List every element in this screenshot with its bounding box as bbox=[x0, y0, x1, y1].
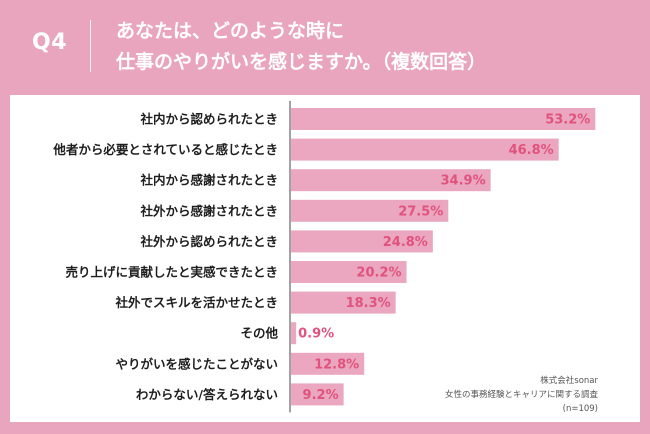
bar-5 bbox=[291, 230, 433, 253]
bar-10 bbox=[291, 383, 344, 406]
bar-9 bbox=[291, 352, 365, 375]
value-label-6: 20.2% bbox=[356, 266, 401, 281]
value-label-2: 46.8% bbox=[509, 143, 554, 158]
question-number: Q4 bbox=[32, 30, 68, 55]
category-label-1: 社内から認められたとき bbox=[139, 112, 278, 127]
category-label-9: やりがいを感じたことがない bbox=[115, 356, 278, 371]
value-label-4: 27.5% bbox=[398, 204, 443, 219]
header-divider bbox=[90, 20, 91, 72]
value-label-9: 12.8% bbox=[314, 357, 359, 372]
value-label-10: 9.2% bbox=[303, 388, 339, 403]
category-label-10: わからない/答えられない bbox=[136, 387, 278, 402]
logo-text-top: so bbox=[33, 368, 51, 384]
category-label-3: 社内から感謝されたとき bbox=[139, 173, 278, 188]
category-label-5: 社外から認められたとき bbox=[139, 234, 278, 249]
bar-4 bbox=[291, 199, 449, 222]
logo-text-bottom: nar bbox=[28, 387, 56, 403]
header: Q4 あなたは、どのような時に 仕事のやりがいを感じますか。（複数回答） bbox=[0, 0, 650, 90]
value-label-8: 0.9% bbox=[298, 327, 334, 342]
category-label-6: 売り上げに貢献したと実感できたとき bbox=[65, 265, 278, 280]
bar-7 bbox=[291, 291, 396, 314]
bar-6 bbox=[291, 261, 407, 283]
source-sample-size: (n=109) bbox=[562, 404, 598, 414]
page-title: あなたは、どのような時に 仕事のやりがいを感じますか。（複数回答） bbox=[116, 16, 636, 78]
source-survey: 女性の事務経験とキャリアに関する調査 bbox=[444, 390, 598, 400]
value-label-1: 53.2% bbox=[545, 113, 590, 128]
bar-chart: 社内から認められたとき 53.2% 他者から必要とされていると感じたとき 46.8% 社… bbox=[52, 101, 596, 413]
category-label-4: 社外から感謝されたとき bbox=[139, 203, 278, 218]
category-label-2: 他者から必要とされていると感じたとき bbox=[52, 142, 278, 157]
sonar-logo: so nar bbox=[13, 358, 71, 416]
source-note: 株式会社sonar 女性の事務経験とキャリアに関する調査 (n=109) bbox=[445, 374, 598, 416]
title-line-2: 仕事のやりがいを感じますか。（複数回答） bbox=[116, 51, 487, 73]
value-label-3: 34.9% bbox=[441, 174, 486, 189]
category-label-8: その他 bbox=[240, 326, 278, 341]
source-company: 株式会社sonar bbox=[540, 376, 598, 386]
bar-2 bbox=[291, 138, 559, 161]
bar-3 bbox=[291, 169, 491, 192]
category-label-7: 社外でスキルを活かせたとき bbox=[114, 295, 278, 310]
value-label-5: 24.8% bbox=[383, 235, 428, 250]
bar-1 bbox=[291, 108, 596, 130]
chart-panel: 社内から認められたとき 53.2% 他者から必要とされていると感じたとき 46.8% 社… bbox=[10, 95, 640, 422]
value-label-7: 18.3% bbox=[346, 296, 391, 311]
title-line-1: あなたは、どのような時に bbox=[116, 20, 345, 42]
bar-8 bbox=[291, 322, 297, 345]
